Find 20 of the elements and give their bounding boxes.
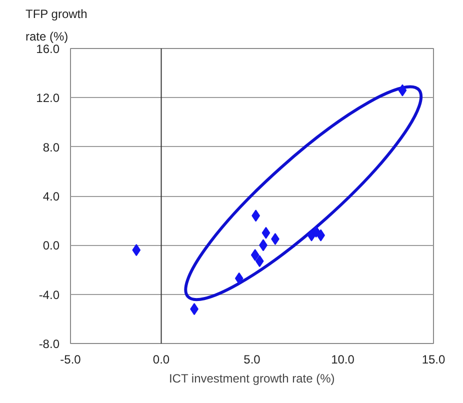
y-tick-label: -8.0 (38, 337, 60, 351)
y-axis-title: TFP growth rate (%) (26, 7, 88, 44)
point (250, 249, 260, 261)
y-tick-label: 12.0 (36, 91, 60, 106)
point (262, 226, 270, 239)
x-tick-label: 10.0 (331, 352, 355, 366)
y-tick-label: 4.0 (42, 190, 60, 204)
x-tick-label: 5.0 (244, 352, 261, 366)
point (255, 255, 264, 268)
point (398, 84, 407, 96)
point (234, 272, 244, 284)
point (132, 244, 141, 256)
y-tick-label: 8.0 (42, 140, 60, 154)
y-tick-label: -4.0 (38, 288, 60, 302)
y-tick-label: 16.0 (36, 42, 60, 56)
x-tick-label: -5.0 (60, 352, 82, 366)
y-tick-label: 0.0 (42, 238, 60, 253)
x-tick-label: 0.0 (152, 352, 170, 366)
x-tick-label: 15.0 (422, 352, 446, 366)
x-axis-title: ICT investment growth rate (%) (168, 372, 335, 386)
